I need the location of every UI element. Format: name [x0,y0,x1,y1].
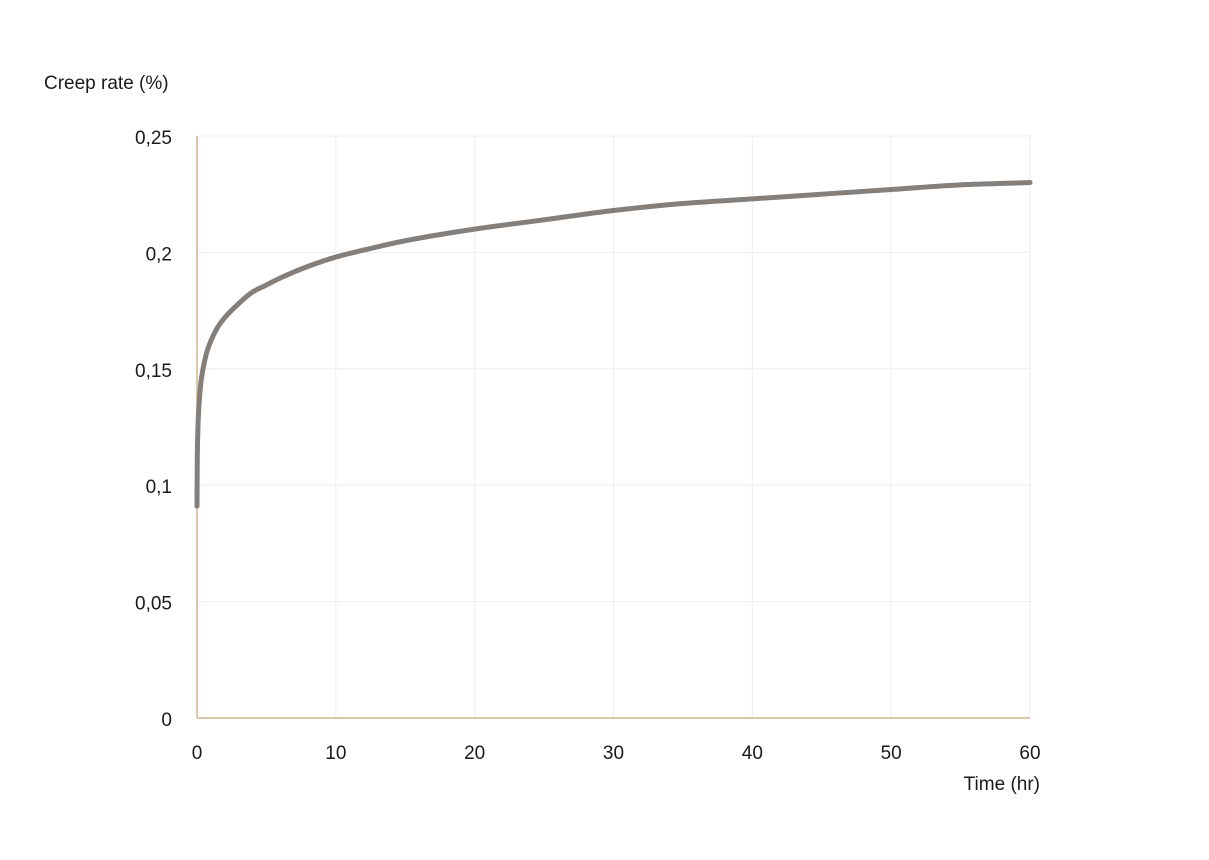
y-tick-label: 0,2 [146,244,172,265]
x-axis-title: Time (hr) [964,774,1040,795]
x-tick-label: 60 [1019,743,1040,764]
x-tick-label: 20 [464,743,485,764]
y-axis-title: Creep rate (%) [44,73,169,94]
tick-labels: 0 0,05 0,1 0,15 0,2 0,25 0 10 20 30 40 50 60 [135,128,1041,764]
y-tick-label: 0 [161,710,172,731]
x-tick-label: 30 [603,743,624,764]
series-layer [194,180,1033,509]
series-line [194,180,1033,509]
x-tick-label: 50 [881,743,902,764]
y-tick-label: 0,15 [135,361,172,382]
y-tick-label: 0,25 [135,128,172,149]
y-tick-label: 0,05 [135,594,172,615]
grid [197,135,1031,718]
x-tick-label: 0 [192,743,203,764]
x-tick-label: 10 [325,743,346,764]
x-tick-label: 40 [742,743,763,764]
y-tick-label: 0,1 [146,477,172,498]
